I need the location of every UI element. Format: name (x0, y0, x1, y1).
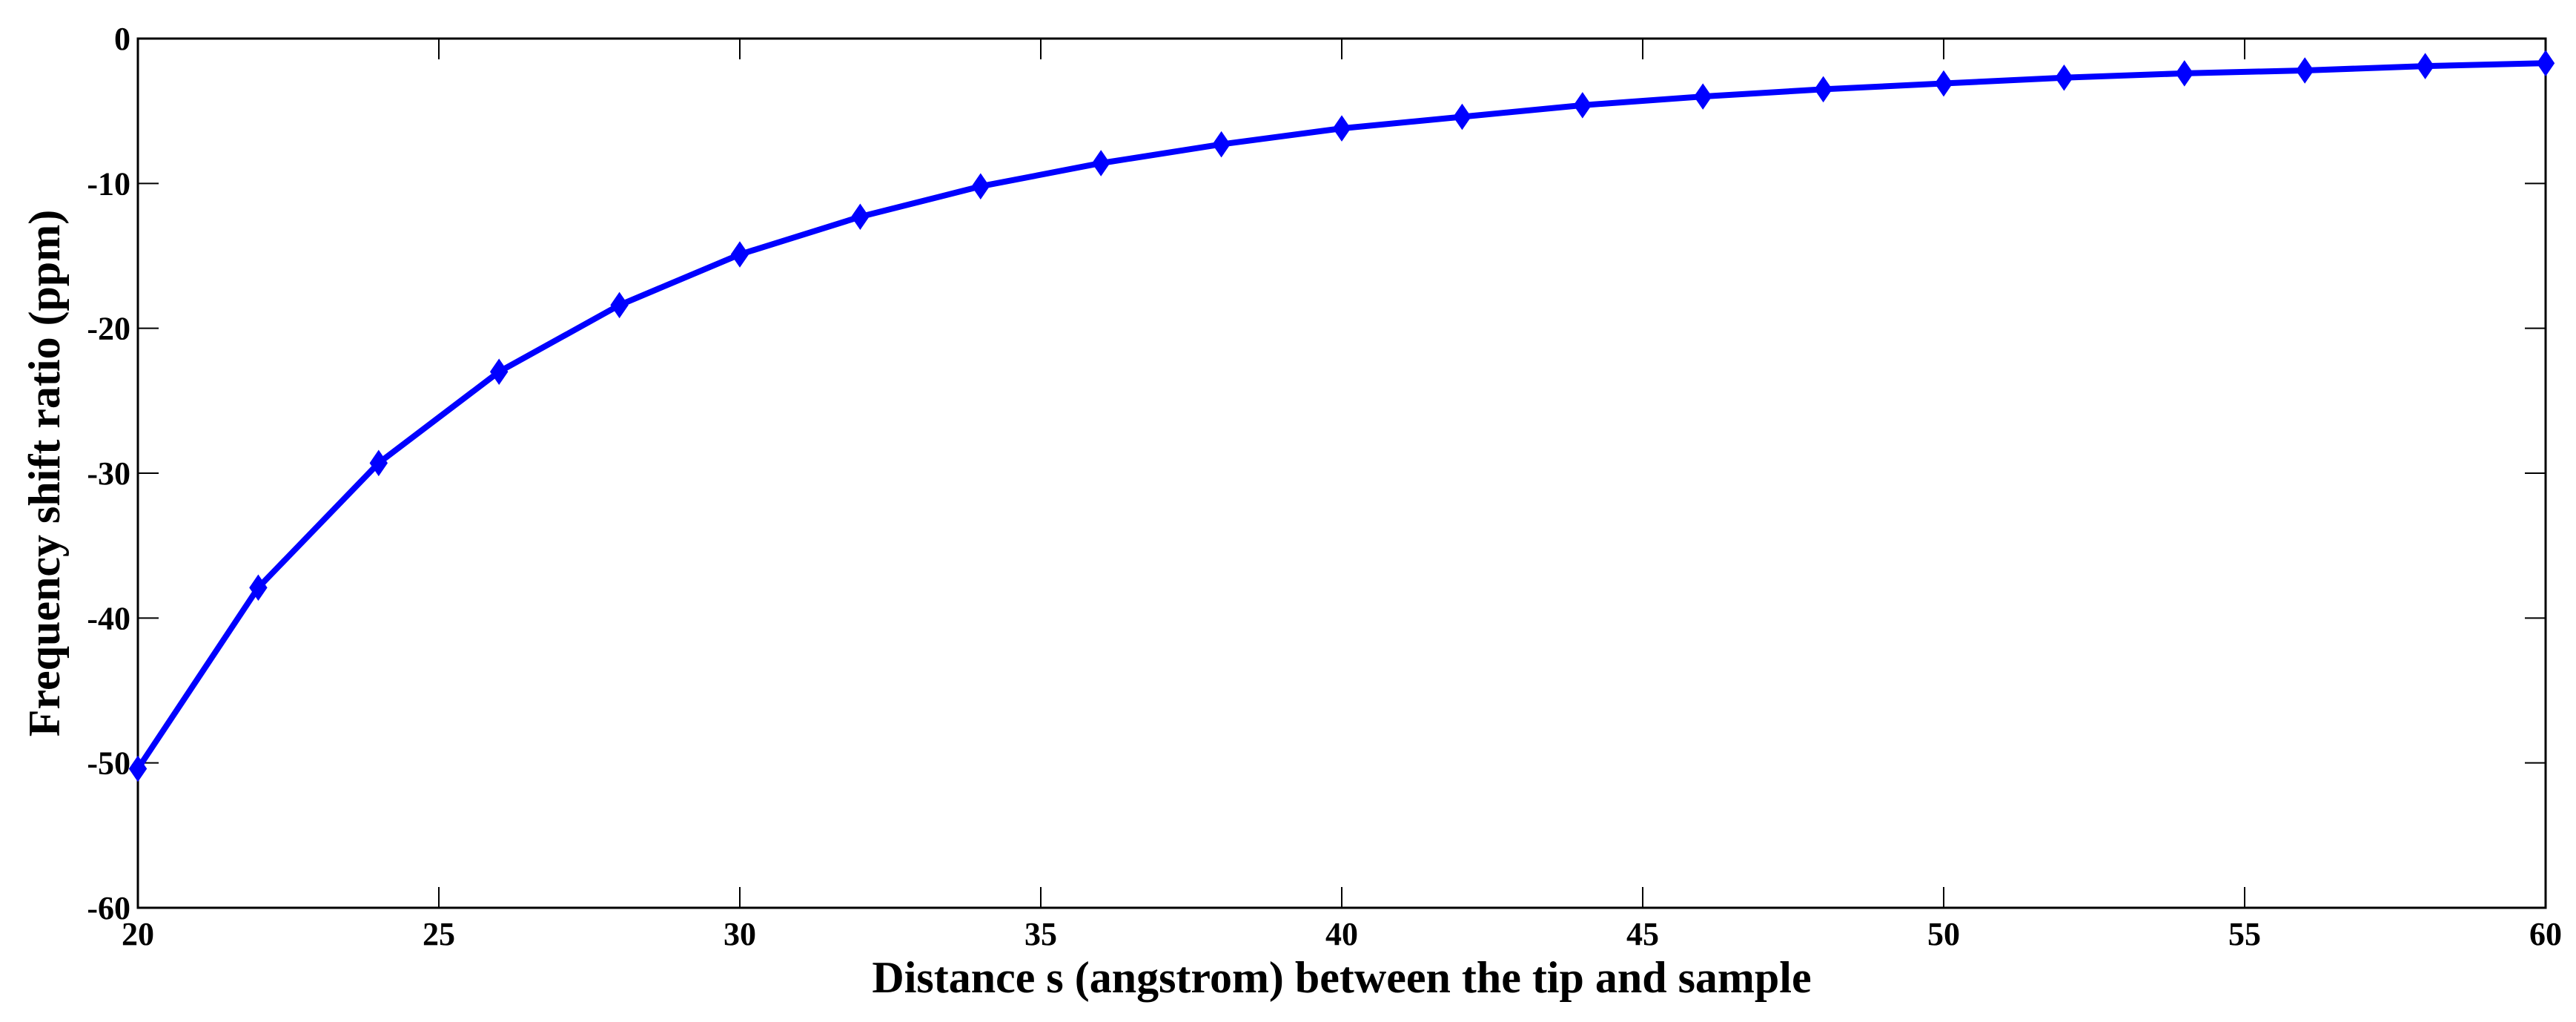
data-point (610, 291, 629, 319)
data-point (2295, 57, 2314, 84)
data-point (1091, 150, 1110, 177)
data-point (2536, 50, 2555, 76)
data-point (249, 574, 268, 601)
data-point (1332, 115, 1351, 142)
y-axis-title: Frequency shift ratio (ppm) (20, 210, 69, 737)
y-tick-label: -50 (87, 745, 130, 782)
x-tick-label: 35 (1024, 916, 1057, 952)
data-point (1693, 83, 1712, 110)
data-point (1814, 76, 1832, 103)
data-point (2416, 53, 2434, 79)
y-tick-label: -20 (87, 311, 130, 347)
y-tick-label: 0 (114, 21, 130, 57)
x-tick-label: 25 (423, 916, 455, 952)
data-point (369, 449, 388, 477)
plot-area (136, 37, 2547, 909)
data-point (2175, 60, 2194, 87)
series-layer (128, 50, 2555, 782)
data-point (1573, 92, 1592, 119)
y-tick-label: -30 (87, 455, 130, 492)
y-tick-label: -60 (87, 890, 130, 926)
x-tick-label: 50 (1927, 916, 1960, 952)
data-point (1453, 103, 1471, 131)
x-tick-label: 45 (1626, 916, 1659, 952)
data-point (128, 755, 148, 782)
y-tick-label: -10 (87, 165, 130, 202)
data-point (730, 241, 749, 268)
x-tick-label: 60 (2529, 916, 2562, 952)
axis-ticks (137, 38, 2546, 909)
y-tick-label: -40 (87, 600, 130, 636)
data-point (971, 173, 990, 200)
x-tick-label: 20 (122, 916, 154, 952)
data-point (1212, 131, 1231, 158)
tick-labels: 20 25 30 35 40 45 50 55 60 0 -10 -20 -30 -40 -50 -60 (87, 21, 2562, 952)
data-point (851, 203, 870, 231)
x-tick-label: 30 (724, 916, 756, 952)
x-tick-label: 40 (1325, 916, 1358, 952)
data-point (1934, 70, 1953, 97)
x-axis-title: Distance s (angstrom) between the tip an… (872, 953, 1811, 1002)
data-point (2055, 64, 2073, 91)
x-tick-label: 55 (2228, 916, 2261, 952)
data-point (489, 358, 509, 386)
